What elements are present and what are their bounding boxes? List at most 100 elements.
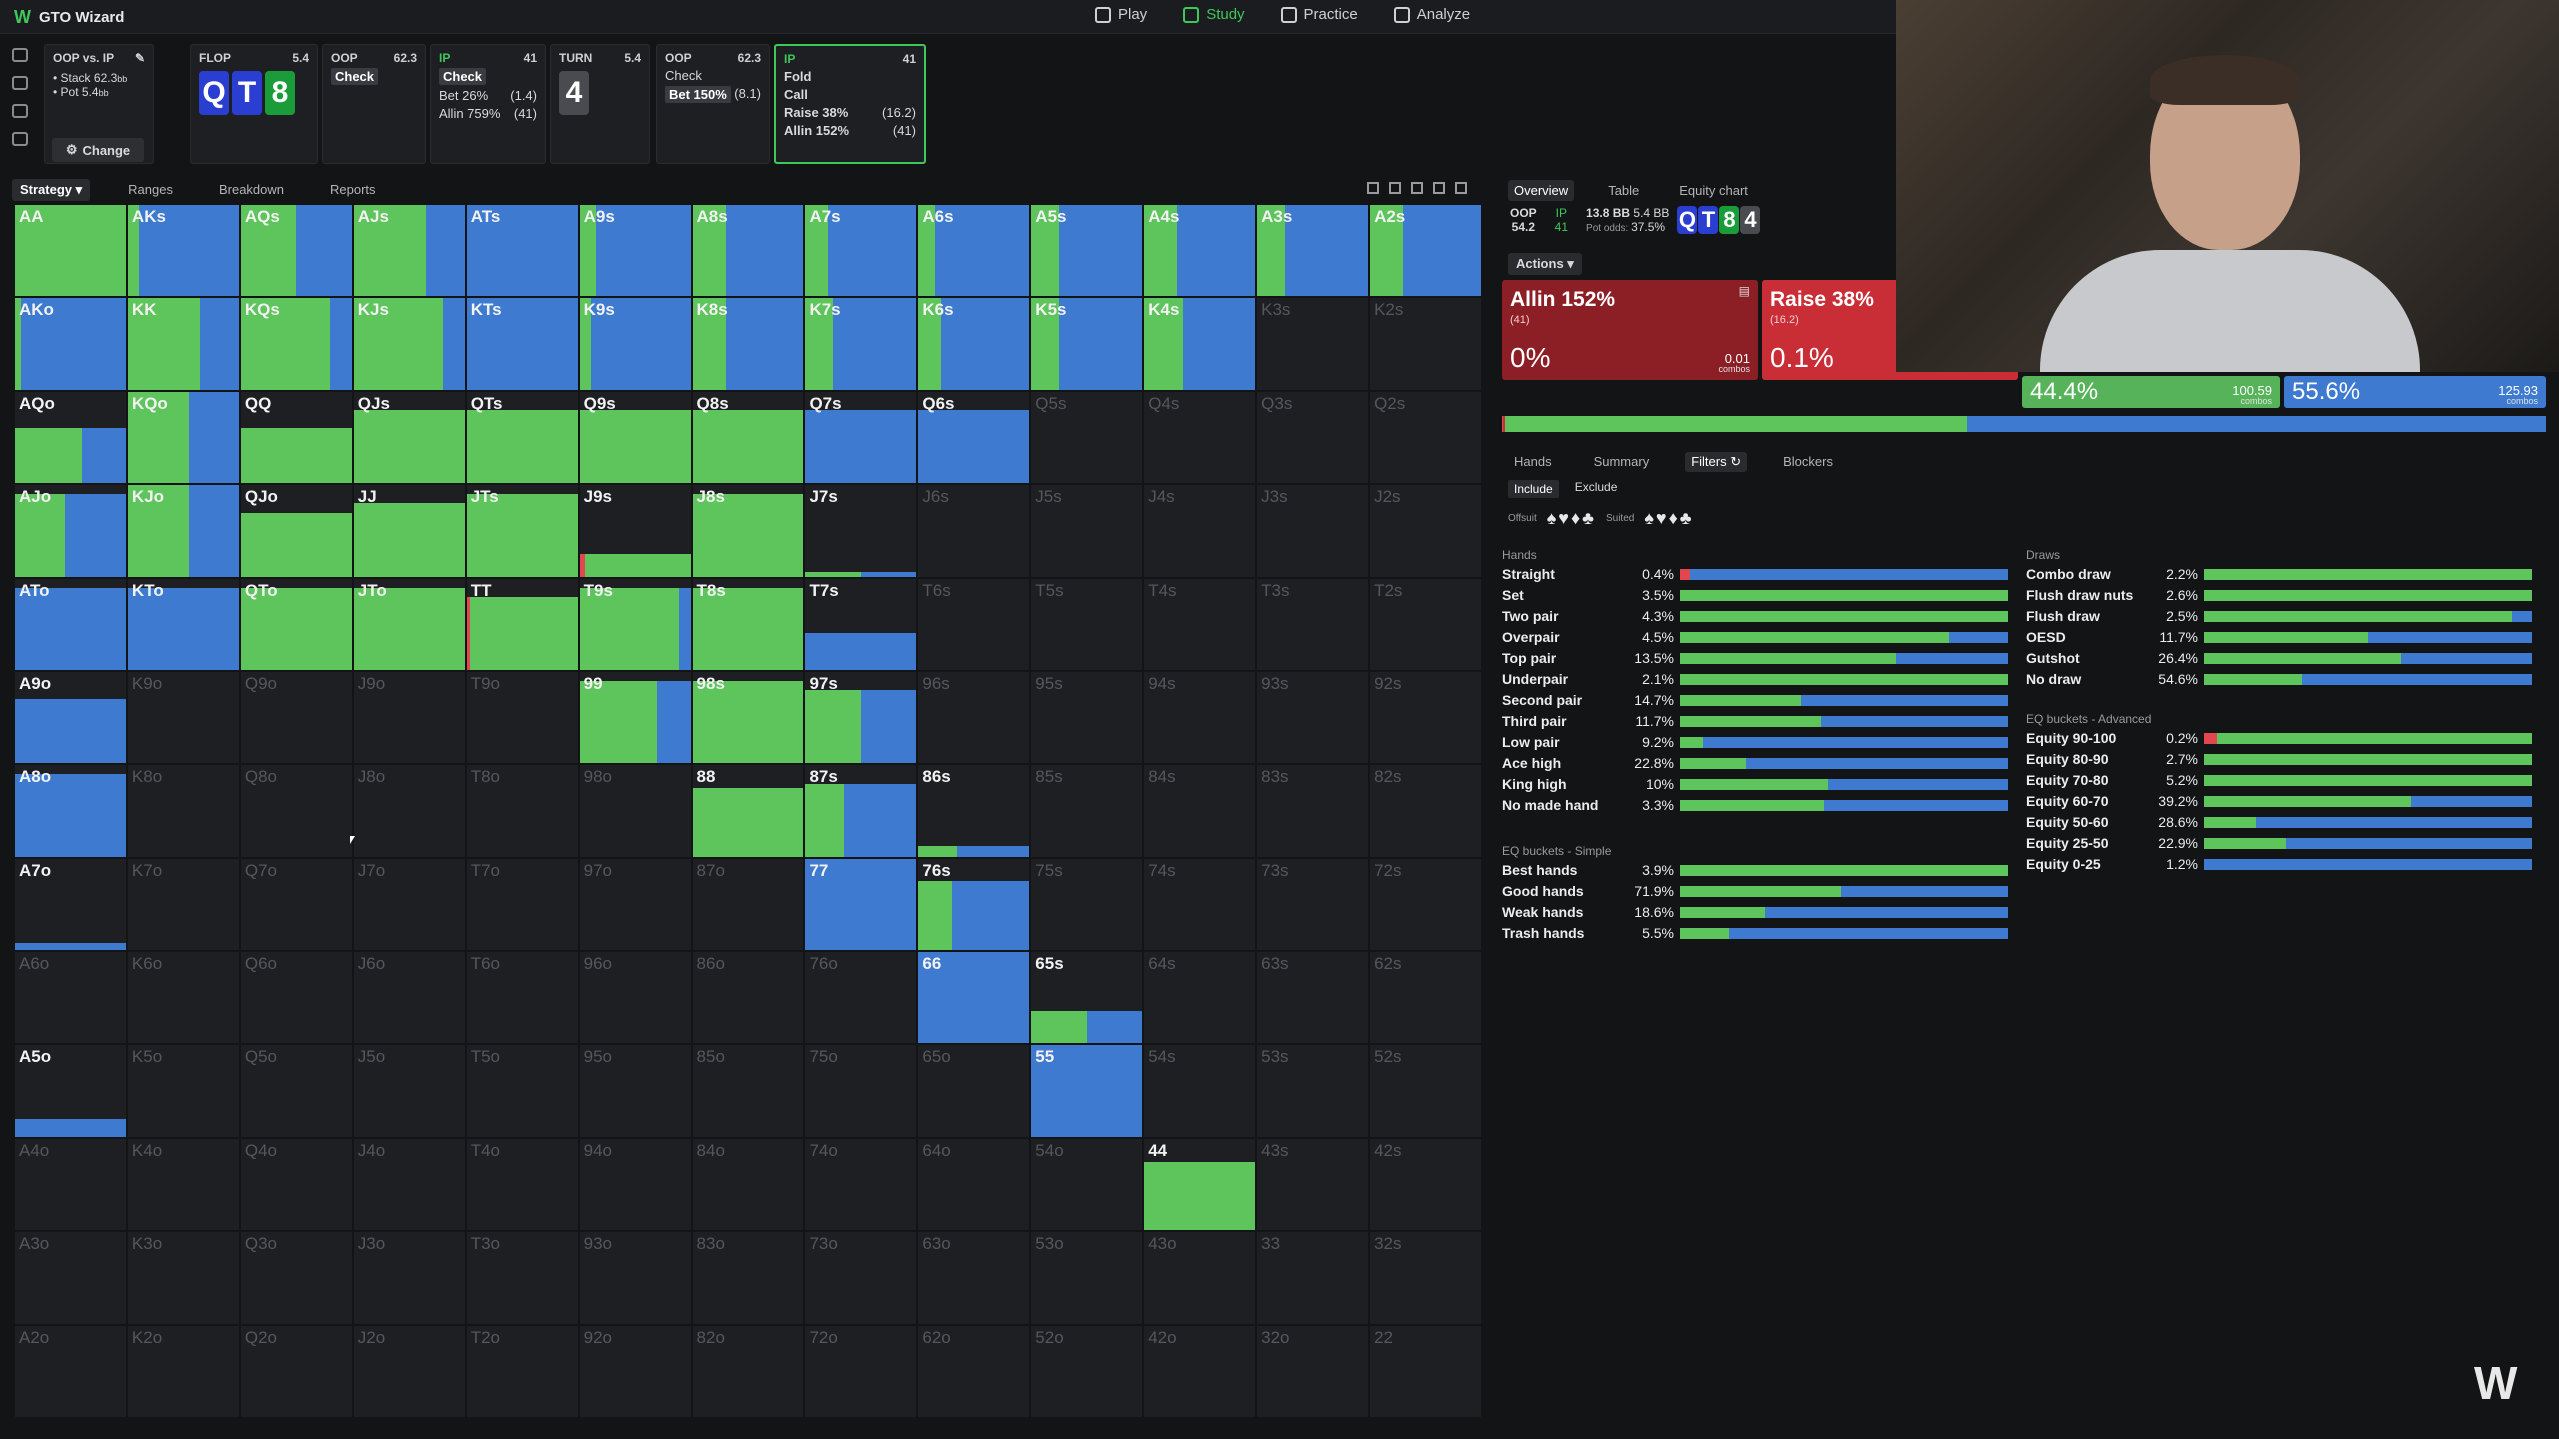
hand-cell[interactable]: 32o (1256, 1324, 1370, 1418)
hand-cell[interactable]: K2o (126, 1324, 240, 1418)
library-icon[interactable] (12, 104, 28, 118)
hand-cell[interactable]: 42s (1369, 1137, 1482, 1232)
draws-filter-row[interactable]: Flush draw nuts 2.6% (2026, 586, 2532, 604)
hand-cell[interactable]: 65s (1030, 951, 1144, 1045)
hand-cell[interactable]: 55 (1030, 1044, 1144, 1138)
hand-cell[interactable]: Q2s (1369, 390, 1482, 485)
hand-cell[interactable]: AQs (239, 204, 353, 298)
draws-filter-row[interactable]: Gutshot 26.4% (2026, 649, 2532, 667)
hand-cell[interactable]: KQs (239, 297, 353, 391)
hand-cell[interactable]: 85s (1030, 764, 1144, 858)
hand-cell[interactable]: 52o (1030, 1324, 1144, 1418)
app-logo[interactable]: W GTO Wizard (14, 7, 124, 28)
action-box-flop[interactable]: FLOP 5.4 Q T 8 (190, 44, 318, 164)
hand-cell[interactable]: 54o (1030, 1137, 1144, 1232)
hand-cell[interactable]: A2o (14, 1324, 127, 1418)
tab-reports[interactable]: Reports (330, 182, 376, 197)
hand-cell[interactable]: KK (126, 297, 240, 391)
hand-cell[interactable]: 82s (1369, 764, 1482, 858)
action-option[interactable]: Check (439, 68, 537, 85)
hand-cell[interactable]: A4o (14, 1137, 127, 1232)
hands-filter-row[interactable]: Second pair 14.7% (1502, 691, 2008, 709)
hand-cell[interactable]: Q9s (578, 390, 692, 485)
hand-cell[interactable]: 73s (1256, 857, 1370, 952)
eq-simple-filter-row[interactable]: Best hands 3.9% (1502, 861, 2008, 879)
action-option[interactable]: Fold (784, 69, 916, 84)
action-option[interactable]: Raise 38% (16.2) (784, 105, 916, 120)
hands-filter-row[interactable]: Set 3.5% (1502, 586, 2008, 604)
hand-cell[interactable]: 88 (691, 764, 805, 858)
tab-strategy[interactable]: Strategy ▾ (12, 179, 91, 201)
hand-cell[interactable]: K7s (804, 297, 918, 391)
draws-filter-row[interactable]: Flush draw 2.5% (2026, 607, 2532, 625)
hand-cell[interactable]: 22 (1369, 1324, 1482, 1418)
hand-cell[interactable]: T3s (1256, 577, 1370, 671)
hand-cell[interactable]: 74o (804, 1137, 918, 1232)
hand-cell[interactable]: J8o (352, 764, 466, 858)
hand-cell[interactable]: 84s (1143, 764, 1257, 858)
hand-cell[interactable]: Q4o (239, 1137, 353, 1232)
hand-cell[interactable]: KJs (352, 297, 466, 391)
hand-cell[interactable]: KJo (126, 484, 240, 578)
hand-cell[interactable]: 98o (578, 764, 692, 858)
hand-cell[interactable]: T5s (1030, 577, 1144, 671)
eq-advanced-filter-row[interactable]: Equity 80-90 2.7% (2026, 750, 2532, 768)
eq-simple-filter-row[interactable]: Weak hands 18.6% (1502, 903, 2008, 921)
view-split-icon[interactable] (1389, 182, 1401, 194)
hand-cell[interactable]: T4o (465, 1137, 579, 1232)
hand-cell[interactable]: JTo (352, 577, 466, 671)
hand-cell[interactable]: A5s (1030, 204, 1144, 298)
hand-cell[interactable]: J9s (578, 484, 692, 578)
hand-cell[interactable]: T6o (465, 951, 579, 1045)
hand-cell[interactable]: KTs (465, 297, 579, 391)
action-option[interactable]: Check (331, 68, 417, 85)
hand-cell[interactable]: 94o (578, 1137, 692, 1232)
nav-practice[interactable]: Practice (1280, 6, 1358, 23)
hand-cell[interactable]: J9o (352, 670, 466, 765)
hand-cell[interactable]: 96o (578, 951, 692, 1045)
hand-cell[interactable]: AKo (14, 297, 127, 391)
hand-cell[interactable]: Q3o (239, 1231, 353, 1325)
tab-include[interactable]: Include (1508, 480, 1559, 498)
hand-cell[interactable]: T7o (465, 857, 579, 952)
tab-breakdown[interactable]: Breakdown (218, 182, 285, 197)
hand-cell[interactable]: 82o (691, 1324, 805, 1418)
hand-cell[interactable]: T6s (917, 577, 1031, 671)
hand-cell[interactable]: 64s (1143, 951, 1257, 1045)
hand-cell[interactable]: K2s (1369, 297, 1482, 391)
hand-cell[interactable]: K9o (126, 670, 240, 765)
hand-cell[interactable]: Q4s (1143, 390, 1257, 485)
hand-cell[interactable]: J8s (691, 484, 805, 578)
hand-cell[interactable]: J5s (1030, 484, 1144, 578)
action-summary-0[interactable]: Allin 152% (41) 0% 0.01 combos ▤ (1502, 280, 1758, 380)
hand-cell[interactable]: 74s (1143, 857, 1257, 952)
hand-cell[interactable]: 96s (917, 670, 1031, 765)
view-dot-icon[interactable] (1367, 182, 1379, 194)
hand-cell[interactable]: 72o (804, 1324, 918, 1418)
hand-cell[interactable]: J4s (1143, 484, 1257, 578)
nav-play[interactable]: Play (1095, 6, 1147, 23)
hand-cell[interactable]: T2o (465, 1324, 579, 1418)
hand-cell[interactable]: 97s (804, 670, 918, 765)
hand-cell[interactable]: K8s (691, 297, 805, 391)
action-box-turn[interactable]: TURN 5.4 4 (550, 44, 650, 164)
hand-cell[interactable]: A3o (14, 1231, 127, 1325)
action-option[interactable]: Check (665, 68, 761, 83)
hand-cell[interactable]: 32s (1369, 1231, 1482, 1325)
hand-cell[interactable]: K8o (126, 764, 240, 858)
hand-cell[interactable]: K5s (1030, 297, 1144, 391)
hand-cell[interactable]: Q3s (1256, 390, 1370, 485)
hand-cell[interactable]: A3s (1256, 204, 1370, 298)
hand-cell[interactable]: 54s (1143, 1044, 1257, 1138)
hand-cell[interactable]: 53s (1256, 1044, 1370, 1138)
hand-cell[interactable]: 86o (691, 951, 805, 1045)
hand-cell[interactable]: K3o (126, 1231, 240, 1325)
hands-filter-row[interactable]: King high 10% (1502, 775, 2008, 793)
hand-cell[interactable]: QJs (352, 390, 466, 485)
hand-cell[interactable]: TT (465, 577, 579, 671)
action-option[interactable]: Allin 152% (41) (784, 123, 916, 138)
tab-table[interactable]: Table (1608, 183, 1640, 198)
hand-cell[interactable]: A8o (14, 764, 127, 858)
hand-cell[interactable]: K3s (1256, 297, 1370, 391)
draws-filter-row[interactable]: OESD 11.7% (2026, 628, 2532, 646)
